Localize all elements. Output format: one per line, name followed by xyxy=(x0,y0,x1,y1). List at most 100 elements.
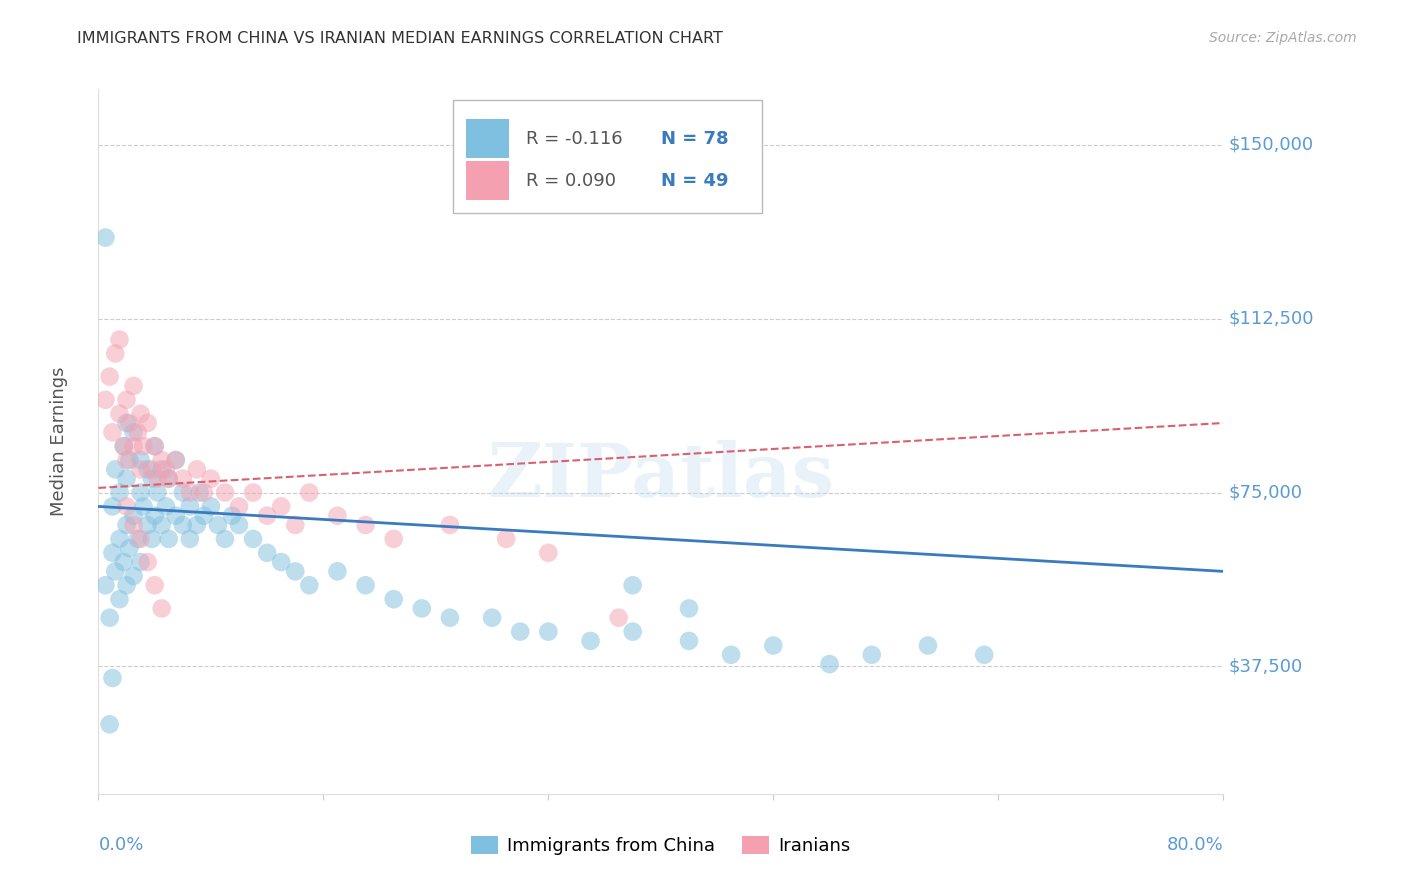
Point xyxy=(101,671,124,685)
Bar xyxy=(467,161,509,200)
Text: R = 0.090: R = 0.090 xyxy=(526,172,616,190)
Point xyxy=(118,416,141,430)
Point xyxy=(207,518,229,533)
Point xyxy=(579,633,602,648)
Point xyxy=(129,555,152,569)
Point xyxy=(354,518,377,533)
Point xyxy=(104,565,127,579)
Point xyxy=(136,462,159,476)
Point xyxy=(115,392,138,407)
Point xyxy=(762,639,785,653)
Point xyxy=(115,416,138,430)
Point xyxy=(157,472,180,486)
Text: N = 49: N = 49 xyxy=(661,172,728,190)
Point xyxy=(118,541,141,556)
Point xyxy=(179,532,201,546)
Point xyxy=(607,610,630,624)
Point xyxy=(132,439,155,453)
Point xyxy=(179,485,201,500)
Point xyxy=(115,578,138,592)
Point xyxy=(284,565,307,579)
Point xyxy=(101,500,124,514)
Point xyxy=(621,624,644,639)
Point xyxy=(112,439,135,453)
Text: $37,500: $37,500 xyxy=(1229,657,1303,675)
Point xyxy=(98,610,121,624)
Point xyxy=(98,717,121,731)
Text: $112,500: $112,500 xyxy=(1229,310,1315,327)
Point xyxy=(141,532,163,546)
Point xyxy=(122,569,145,583)
Point xyxy=(256,508,278,523)
Point xyxy=(973,648,995,662)
Point xyxy=(186,462,208,476)
Point xyxy=(112,555,135,569)
Point xyxy=(136,555,159,569)
Point xyxy=(118,453,141,467)
Text: Source: ZipAtlas.com: Source: ZipAtlas.com xyxy=(1209,31,1357,45)
Point xyxy=(228,500,250,514)
Point xyxy=(94,578,117,592)
Point xyxy=(129,532,152,546)
Point xyxy=(495,532,517,546)
Point xyxy=(112,439,135,453)
Point xyxy=(228,518,250,533)
Point xyxy=(157,532,180,546)
Point xyxy=(172,518,194,533)
Point xyxy=(104,346,127,360)
Text: N = 78: N = 78 xyxy=(661,129,728,147)
Point xyxy=(172,485,194,500)
Point xyxy=(221,508,243,523)
Point xyxy=(537,546,560,560)
Point xyxy=(122,439,145,453)
Point xyxy=(127,425,149,440)
Point xyxy=(115,453,138,467)
Point xyxy=(143,578,166,592)
Point xyxy=(917,639,939,653)
Point xyxy=(326,508,349,523)
Point xyxy=(108,532,131,546)
Point xyxy=(537,624,560,639)
Point xyxy=(439,610,461,624)
Point xyxy=(115,472,138,486)
Text: $150,000: $150,000 xyxy=(1229,136,1315,153)
Point xyxy=(179,500,201,514)
Point xyxy=(200,500,222,514)
FancyBboxPatch shape xyxy=(453,100,762,212)
Point xyxy=(382,532,405,546)
Point xyxy=(270,500,292,514)
Point xyxy=(150,601,173,615)
Point xyxy=(621,578,644,592)
Point xyxy=(165,453,187,467)
Point xyxy=(242,532,264,546)
Point xyxy=(188,485,211,500)
Point xyxy=(136,518,159,533)
Point xyxy=(193,485,215,500)
Text: Median Earnings: Median Earnings xyxy=(51,367,67,516)
Point xyxy=(108,333,131,347)
Point xyxy=(678,633,700,648)
Point xyxy=(284,518,307,533)
Point xyxy=(200,472,222,486)
Point xyxy=(122,508,145,523)
Point xyxy=(132,500,155,514)
Point xyxy=(122,518,145,533)
Point xyxy=(108,485,131,500)
Text: $75,000: $75,000 xyxy=(1229,483,1303,501)
Text: 0.0%: 0.0% xyxy=(98,836,143,855)
Point xyxy=(146,485,169,500)
Point xyxy=(150,453,173,467)
Legend: Immigrants from China, Iranians: Immigrants from China, Iranians xyxy=(464,829,858,863)
Point xyxy=(860,648,883,662)
Point xyxy=(143,439,166,453)
Point xyxy=(115,500,138,514)
Point xyxy=(101,546,124,560)
Point xyxy=(186,518,208,533)
Point xyxy=(155,500,177,514)
Point xyxy=(150,462,173,476)
Text: 80.0%: 80.0% xyxy=(1167,836,1223,855)
Point xyxy=(326,565,349,579)
Point xyxy=(94,230,117,244)
Point xyxy=(155,462,177,476)
Point xyxy=(129,462,152,476)
